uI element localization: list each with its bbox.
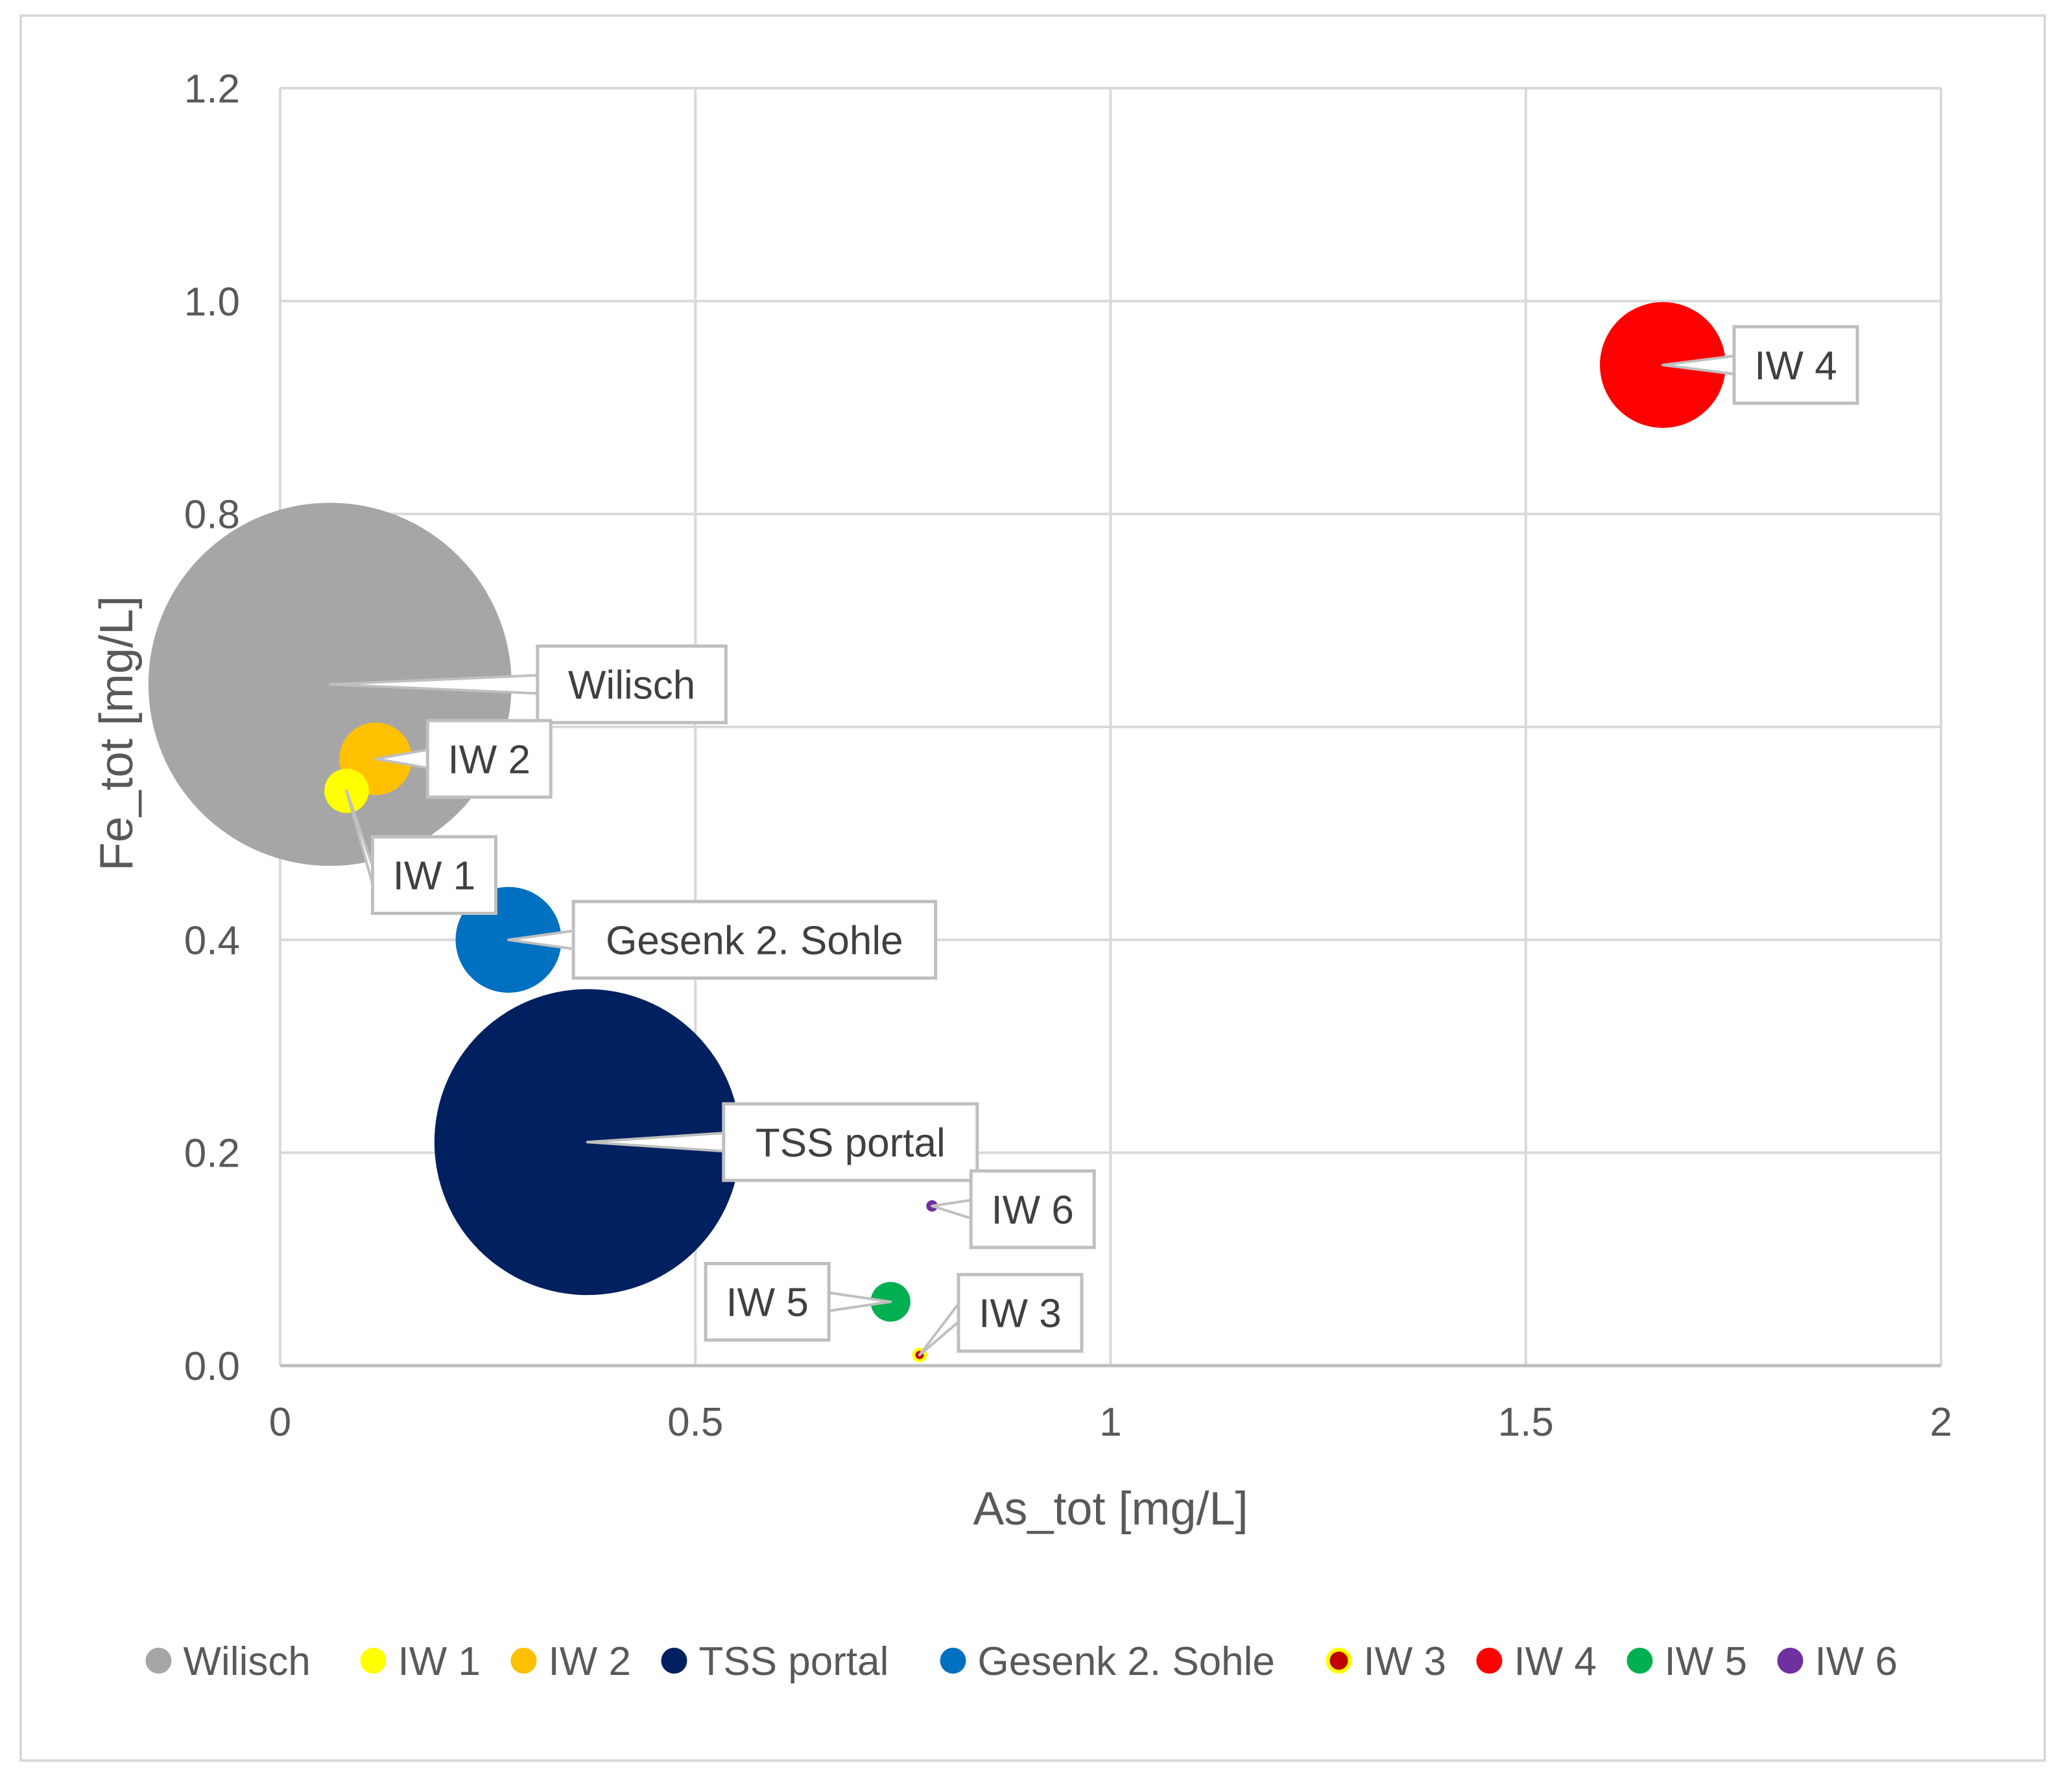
callout-box bbox=[704, 1262, 831, 1342]
callout-leader bbox=[918, 1302, 960, 1357]
bubbles bbox=[148, 302, 1726, 1362]
callout-label: IW 3 bbox=[979, 1292, 1061, 1336]
legend-label: IW 1 bbox=[398, 1639, 481, 1684]
x-axis-title: As_tot [mg/L] bbox=[973, 1483, 1248, 1535]
y-tick-label: 0.4 bbox=[184, 918, 240, 963]
legend-marker bbox=[360, 1648, 387, 1674]
callout-box bbox=[969, 1169, 1096, 1250]
callout-box bbox=[1732, 325, 1859, 405]
bubble-chart: 00.511.520.00.20.40.60.81.01.2 WilischIW… bbox=[91, 67, 1952, 1684]
legend-marker bbox=[1476, 1648, 1503, 1674]
legend-marker bbox=[510, 1648, 537, 1674]
callout-label: IW 2 bbox=[448, 737, 530, 782]
callout-box bbox=[536, 644, 728, 724]
legend-label: IW 3 bbox=[1364, 1639, 1446, 1684]
callout-label: IW 1 bbox=[393, 854, 475, 899]
legend-label: TSS portal bbox=[699, 1639, 889, 1684]
legend-label: IW 6 bbox=[1815, 1639, 1898, 1684]
callout-box bbox=[722, 1102, 979, 1182]
y-tick-label: 1.2 bbox=[184, 67, 240, 112]
legend-label: IW 2 bbox=[549, 1639, 631, 1684]
callout-box bbox=[571, 899, 938, 980]
y-tick-label: 0.2 bbox=[184, 1132, 240, 1176]
y-tick-label: 0.0 bbox=[184, 1344, 240, 1389]
y-tick-label: 0.8 bbox=[184, 493, 240, 538]
callout-leader bbox=[931, 1198, 973, 1220]
legend-marker bbox=[661, 1648, 687, 1674]
legend-marker bbox=[1326, 1648, 1352, 1674]
legend-label: IW 4 bbox=[1514, 1639, 1597, 1684]
legend-marker bbox=[145, 1648, 172, 1674]
callout-label: IW 6 bbox=[991, 1188, 1073, 1233]
callout-box bbox=[957, 1273, 1084, 1353]
y-axis-title: Fe_tot [mg/L] bbox=[91, 596, 143, 871]
callout-label: IW 5 bbox=[726, 1281, 808, 1325]
x-tick-label: 1 bbox=[1099, 1400, 1121, 1445]
callout-label: Gesenk 2. Sohle bbox=[606, 918, 903, 963]
y-tick-label: 1.0 bbox=[184, 279, 240, 324]
legend: Wilisch IW 1 IW 2 TSS portal Gesenk 2. Sohle… bbox=[145, 1639, 1898, 1684]
callout-box bbox=[425, 718, 553, 799]
legend-marker bbox=[940, 1648, 966, 1674]
legend-marker bbox=[1777, 1648, 1804, 1674]
callout-label: Wilisch bbox=[568, 663, 695, 707]
legend-label: Gesenk 2. Sohle bbox=[978, 1639, 1275, 1684]
x-tick-label: 0 bbox=[269, 1400, 291, 1445]
legend-marker bbox=[1626, 1648, 1653, 1674]
callout-box bbox=[370, 835, 497, 915]
chart-frame: 00.511.520.00.20.40.60.81.01.2 WilischIW… bbox=[19, 14, 2046, 1762]
x-tick-label: 0.5 bbox=[667, 1400, 723, 1445]
callout-label: IW 4 bbox=[1754, 344, 1837, 388]
data-callouts: Wilisch IW 1 IW 2 TSS portal Gesenk 2. Sohle… bbox=[328, 325, 1859, 1357]
legend-label: Wilisch bbox=[184, 1639, 311, 1684]
callout-label: TSS portal bbox=[756, 1121, 946, 1165]
x-tick-label: 2 bbox=[1930, 1400, 1952, 1445]
legend-label: IW 5 bbox=[1665, 1639, 1747, 1684]
x-tick-label: 1.5 bbox=[1498, 1400, 1554, 1445]
